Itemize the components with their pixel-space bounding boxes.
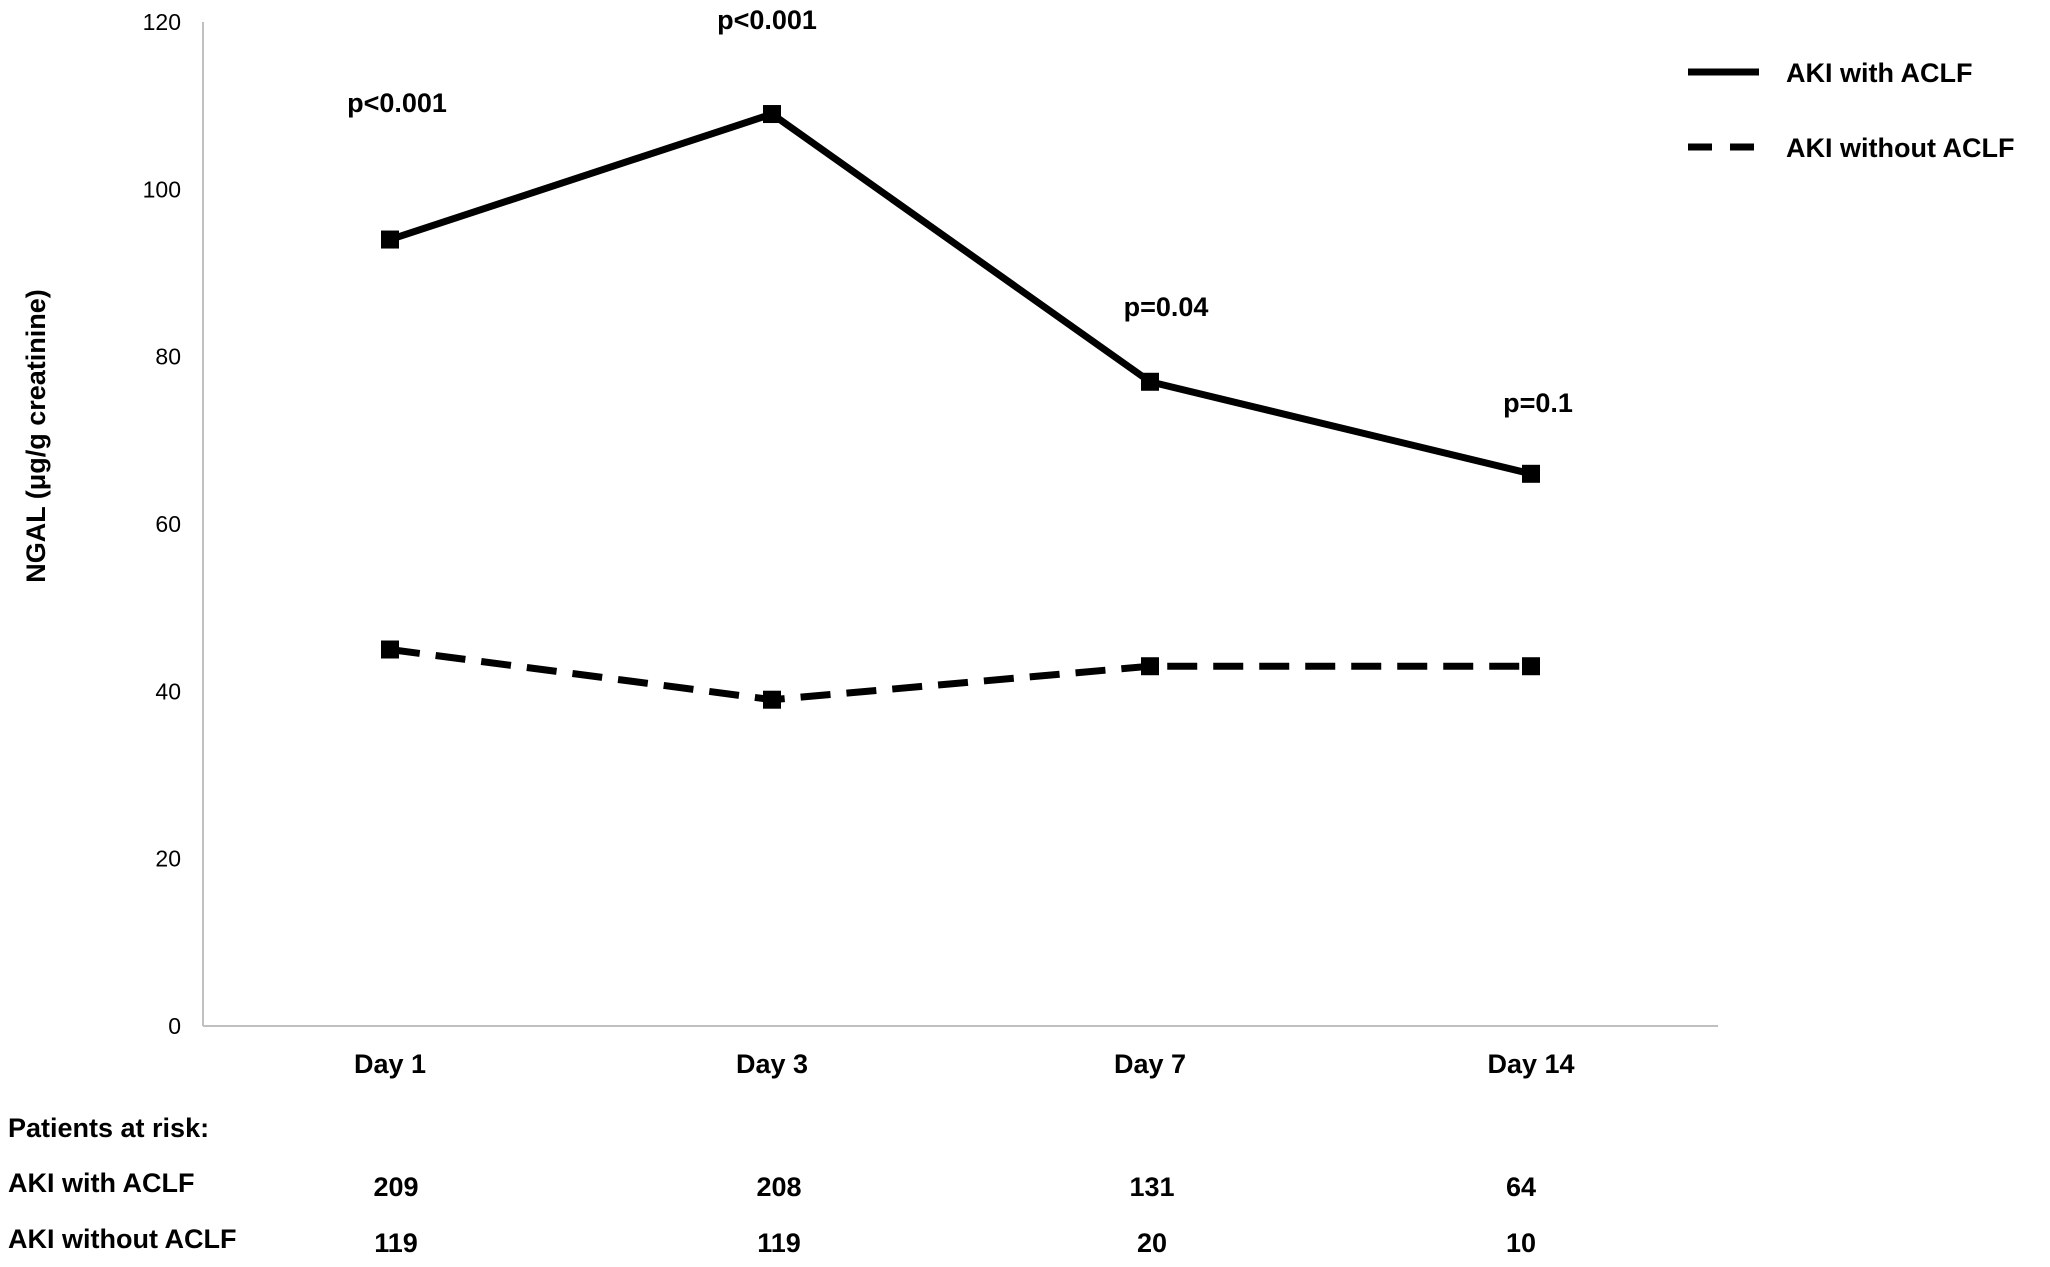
legend: AKI with ACLF AKI without ACLF [1688, 58, 2014, 163]
risk-count: 119 [374, 1228, 418, 1258]
risk-count: 10 [1506, 1228, 1536, 1258]
y-tick-label: 60 [155, 511, 181, 537]
legend-label: AKI without ACLF [1786, 133, 2014, 163]
risk-count: 208 [756, 1172, 801, 1202]
y-axis-title: NGAL (μg/g creatinine) [21, 289, 51, 583]
y-axis: 0 20 40 60 80 100 120 [143, 9, 204, 1039]
data-point-marker [1522, 657, 1540, 676]
risk-count: 131 [1129, 1172, 1174, 1202]
data-point-marker [381, 230, 399, 249]
risk-count: 20 [1137, 1228, 1167, 1258]
data-point-marker [1141, 372, 1159, 391]
data-point-marker [381, 640, 399, 659]
risk-count: 209 [373, 1172, 418, 1202]
x-tick-label: Day 14 [1487, 1049, 1574, 1079]
data-point-marker [763, 690, 781, 709]
y-tick-labels: 0 20 40 60 80 100 120 [143, 9, 181, 1039]
series-layer [381, 105, 1540, 709]
y-tick-label: 20 [155, 846, 181, 872]
x-tick-label: Day 3 [736, 1049, 808, 1079]
p-value-label: p=0.04 [1124, 292, 1209, 322]
x-tick-labels: Day 1 Day 3 Day 7 Day 14 [354, 1049, 1575, 1079]
y-tick-label: 120 [143, 9, 181, 35]
risk-count: 64 [1506, 1172, 1536, 1202]
x-tick-label: Day 7 [1114, 1049, 1186, 1079]
y-tick-label: 80 [155, 344, 181, 370]
y-tick-label: 100 [143, 176, 181, 202]
risk-row-label: AKI with ACLF [8, 1168, 194, 1198]
y-tick-label: 40 [155, 678, 181, 704]
data-point-marker [1522, 464, 1540, 483]
series-line-without-aclf [389, 646, 1531, 704]
p-value-label: p<0.001 [717, 5, 817, 35]
legend-label: AKI with ACLF [1786, 58, 1972, 88]
risk-count: 119 [757, 1228, 801, 1258]
p-value-annotations: p<0.001 p<0.001 p=0.04 p=0.1 [347, 5, 1573, 418]
data-point-marker [763, 105, 781, 124]
risk-row-label: AKI without ACLF [8, 1224, 236, 1254]
patients-at-risk-table: Patients at risk: AKI with ACLF 209 208 131… [8, 1113, 1536, 1258]
p-value-label: p=0.1 [1503, 388, 1573, 418]
y-tick-label: 0 [168, 1013, 181, 1039]
series-line-with-aclf [388, 110, 1532, 478]
patients-at-risk-heading: Patients at risk: [8, 1113, 209, 1143]
x-tick-label: Day 1 [354, 1049, 426, 1079]
p-value-label: p<0.001 [347, 88, 447, 118]
x-axis: Day 1 Day 3 Day 7 Day 14 [203, 1025, 1718, 1079]
data-point-marker [1141, 657, 1159, 676]
